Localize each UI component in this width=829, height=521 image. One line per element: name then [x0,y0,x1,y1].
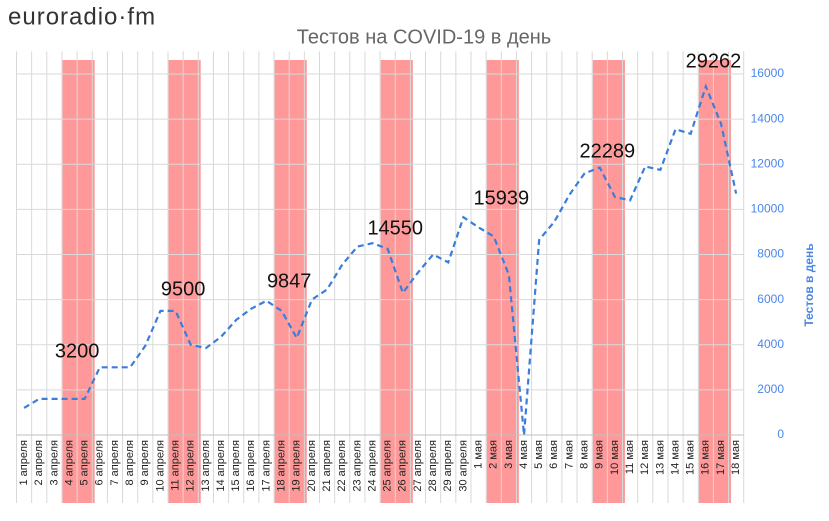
x-tick-label: 17 апреля [260,440,272,492]
x-tick-label: 25 апреля [382,440,394,492]
x-tick-label: 13 апреля [200,440,212,492]
x-tick-label: 15 апреля [230,440,242,492]
x-tick-label: 18 мая [730,440,742,475]
weekend-band [274,60,307,503]
x-tick-label: 6 апреля [94,440,106,486]
x-tick-label: 11 апреля [169,440,181,491]
x-tick-label: 7 мая [563,440,575,469]
x-tick-label: 6 мая [548,440,560,469]
y-tick-label: 14000 [751,111,785,125]
x-tick-label: 12 апреля [185,440,197,492]
annotation: 22289 [580,140,636,162]
y-tick-label: 0 [777,427,784,441]
weekend-band [698,60,731,503]
logo: euroradio·fm [8,3,156,30]
y-tick-label: 16000 [751,66,785,80]
x-tick-label: 4 мая [518,440,530,469]
x-tick-label: 27 апреля [412,440,424,492]
x-tick-label: 24 апреля [366,440,378,492]
weekend-band [62,60,95,503]
weekend-band [168,60,201,503]
x-tick-label: 18 апреля [276,440,288,492]
annotation: 29262 [686,50,742,72]
y-tick-label: 4000 [757,337,784,351]
x-tick-label: 3 мая [503,440,515,469]
x-tick-label: 29 апреля [442,440,454,492]
x-tick-label: 5 апреля [79,440,91,486]
x-tick-label: 22 апреля [336,440,348,492]
x-tick-label: 16 мая [700,440,712,475]
x-tick-label: 12 мая [639,440,651,475]
x-tick-label: 15 мая [685,440,697,475]
x-tick-label: 19 апреля [291,440,303,492]
x-tick-label: 16 апреля [245,440,257,492]
x-tick-label: 10 апреля [154,440,166,492]
x-tick-label: 4 апреля [63,440,75,486]
x-tick-label: 3 апреля [48,440,60,486]
annotation: 14550 [367,217,423,239]
x-tick-label: 1 мая [472,440,484,469]
annotation: 9500 [161,278,206,300]
x-tick-label: 26 апреля [397,440,409,492]
x-tick-label: 8 мая [579,440,591,469]
y-tick-label: 2000 [757,382,784,396]
annotation: 15939 [473,187,529,209]
x-tick-label: 2 мая [488,440,500,469]
x-tick-label: 9 апреля [139,440,151,486]
weekend-band [380,60,413,503]
x-tick-label: 8 апреля [124,440,136,486]
x-tick-label: 7 апреля [109,440,121,486]
y-axis-title: Тестов в день [802,243,816,326]
y-tick-label: 10000 [751,202,785,216]
weekend-band [486,60,519,503]
chart-title: Тестов на COVID-19 в день [297,26,551,48]
x-tick-label: 14 мая [669,440,681,475]
x-tick-label: 23 апреля [351,440,363,492]
x-tick-label: 1 апреля [18,440,30,486]
x-tick-label: 28 апреля [427,440,439,492]
x-tick-label: 13 мая [654,440,666,475]
x-tick-label: 21 апреля [321,440,333,492]
annotation: 9847 [267,270,312,292]
y-tick-label: 8000 [757,247,784,261]
x-tick-label: 20 апреля [306,440,318,492]
y-tick-label: 6000 [757,292,784,306]
annotation: 3200 [55,340,100,362]
weekend-band [592,60,625,503]
x-tick-label: 17 мая [715,440,727,475]
x-tick-label: 5 мая [533,440,545,469]
x-tick-label: 11 мая [624,440,636,474]
x-tick-label: 30 апреля [457,440,469,492]
x-tick-label: 14 апреля [215,440,227,492]
y-tick-label: 12000 [751,156,785,170]
x-tick-label: 10 мая [609,440,621,475]
x-tick-label: 9 мая [594,440,606,469]
data-line [23,83,738,436]
x-tick-label: 2 апреля [33,440,45,486]
